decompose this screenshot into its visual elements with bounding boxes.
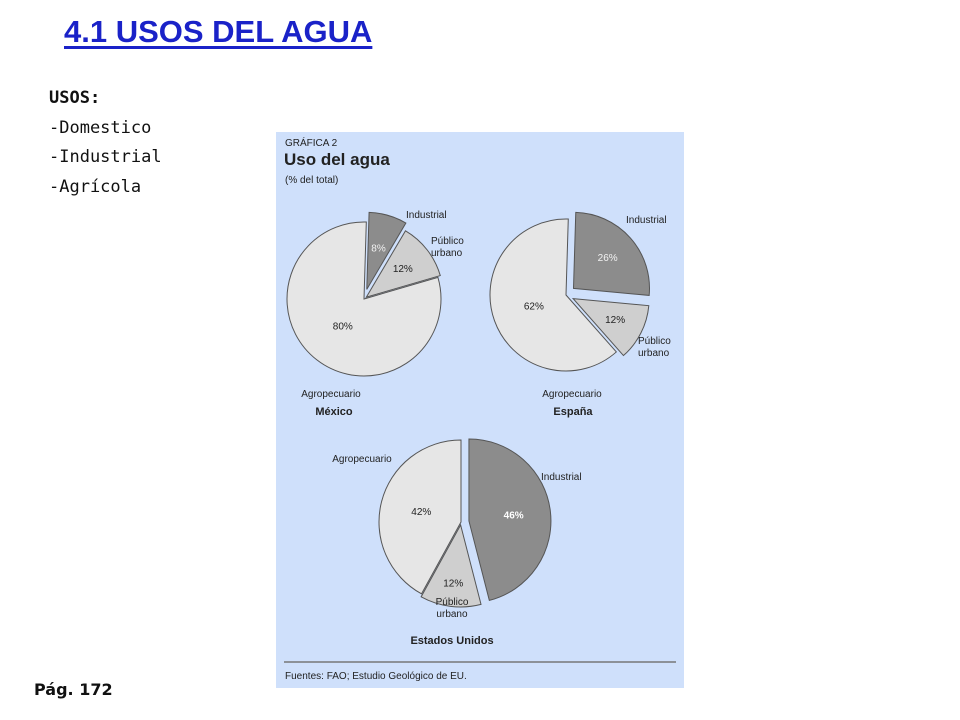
pie-slice-agropecuario [286,221,442,377]
uses-heading: USOS: [49,88,101,108]
category-label-industrial: Industrial [406,210,447,221]
figure-svg: GRÁFICA 2 Uso del agua (% del total) Fue… [284,136,676,682]
data-label-agropecuario: 62% [524,302,544,313]
figure-title: Uso del agua [284,150,390,169]
pie-slice-agropecuario [489,218,618,372]
category-label-industrial: Industrial [626,215,667,226]
data-label-industrial: 46% [504,510,524,521]
pie-title: España [553,406,593,418]
category-label-agropecuario: Agropecuario [542,389,602,400]
slide-title: 4.1 USOS DEL AGUA [64,14,373,49]
category-label-publico-urbano: Público urbano [638,336,671,359]
pie-slice-industrial [572,211,650,296]
pie-slice-industrial [468,438,552,602]
data-label-agropecuario: 42% [411,507,431,518]
data-label-industrial: 26% [598,253,618,264]
uses-list: USOS: -Domestico -Industrial -Agrícola [49,84,162,202]
pie-title: México [315,406,353,418]
pie-slice-agropecuario [378,439,462,595]
pie-0: 8% 12% 80% Industrial Público urbano Agropecua… [286,210,464,418]
category-label-publico-urbano: Público urbano [436,597,469,620]
category-label-industrial: Industrial [541,472,582,483]
figure-panel: GRÁFICA 2 Uso del agua (% del total) Fue… [276,132,684,688]
pie-slice-publico-urbano [571,298,650,357]
figure-source: Fuentes: FAO; Estudio Geológico de EU. [285,671,467,682]
category-label-agropecuario: Agropecuario [301,389,361,400]
figure-label: GRÁFICA 2 [285,136,338,149]
data-label-publico-urbano: 12% [605,315,625,326]
pie-2: 46% 12% 42% Industrial Público urbano Agropecu… [332,438,582,647]
figure-subtitle: (% del total) [285,175,338,186]
data-label-publico-urbano: 12% [393,264,413,275]
uses-item-agricola: -Agrícola [49,176,142,197]
page-reference: Pág. 172 [34,680,113,699]
uses-item-domestico: -Domestico [49,117,152,138]
pie-slice-publico-urbano [420,523,482,608]
pie-title: Estados Unidos [410,635,493,647]
pie-slice-industrial [366,211,407,290]
data-label-industrial: 8% [371,244,386,255]
pie-slice-publico-urbano [365,230,441,298]
uses-item-industrial: -Industrial [49,147,162,167]
data-label-agropecuario: 80% [333,321,353,332]
pie-charts: 8% 12% 80% Industrial Público urbano Agropecua… [286,210,671,647]
data-label-publico-urbano: 12% [443,579,463,590]
category-label-publico-urbano: Público urbano [431,236,464,259]
category-label-agropecuario: Agropecuario [332,454,392,465]
pie-1: 26% 12% 62% Industrial Público urbano Agropecu… [489,211,671,418]
